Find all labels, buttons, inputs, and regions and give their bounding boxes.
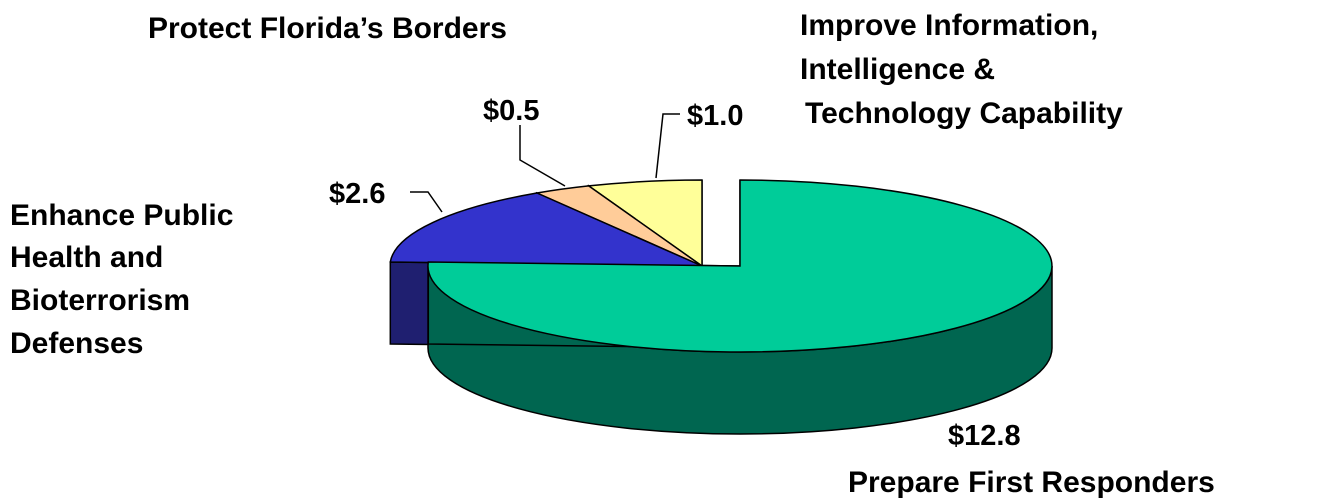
category-label-prepare-first-responders: Prepare First Responders [848,466,1215,499]
category-label-public-health-line-1: Enhance Public [10,199,233,232]
value-label-florida-borders: $0.5 [483,95,539,127]
category-label-florida-borders: Protect Florida’s Borders [148,12,507,45]
leader-lines [410,113,680,213]
category-label-information-line-1: Improve Information, [800,9,1098,42]
value-label-public-health: $2.6 [329,178,385,210]
category-label-information-line-3: Technology Capability [805,97,1123,130]
category-label-public-health-line-4: Defenses [10,327,143,360]
category-label-public-health-line-3: Bioterrorism [10,284,190,317]
leader-line-public-health [410,191,443,213]
leader-line-florida-borders [519,125,566,187]
slice-prepare-first-responders [427,179,1053,353]
value-label-information-intelligence: $1.0 [687,100,743,132]
leader-line-information-intelligence [655,113,680,179]
category-label-public-health-line-2: Health and [10,241,163,274]
pie-tops [389,179,1053,353]
value-label-prepare-first-responders: $12.8 [948,420,1021,452]
category-label-information-line-2: Intelligence & [800,53,995,86]
slice-public-health [389,192,703,267]
